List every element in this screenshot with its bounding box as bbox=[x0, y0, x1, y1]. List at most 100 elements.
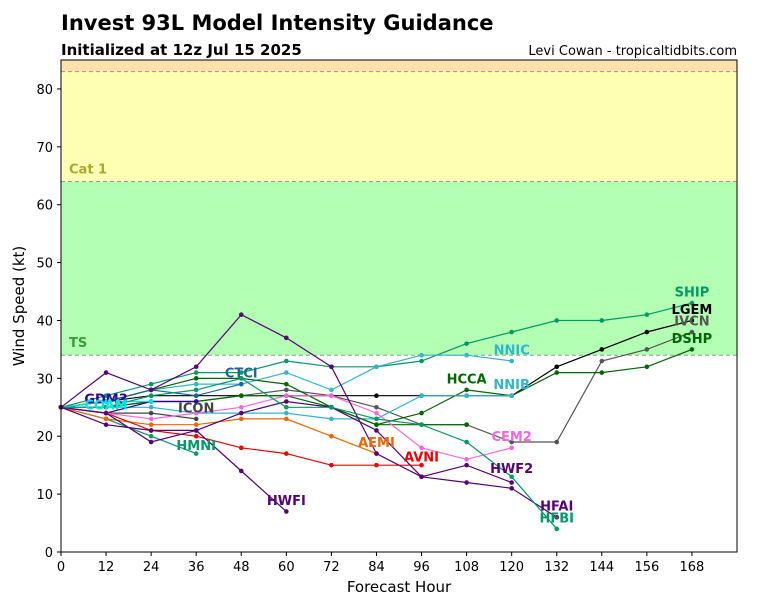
data-point bbox=[599, 318, 605, 323]
series-label-gdm3: GDM3 bbox=[84, 393, 127, 408]
series-label-hcca: HCCA bbox=[447, 372, 487, 387]
data-point bbox=[148, 404, 154, 410]
series-hfbi bbox=[58, 376, 560, 532]
data-point bbox=[554, 514, 560, 520]
x-tick-label: 132 bbox=[544, 560, 569, 575]
data-point bbox=[284, 335, 289, 341]
data-point bbox=[419, 393, 424, 399]
x-tick-label: 60 bbox=[278, 560, 295, 575]
data-point bbox=[103, 404, 109, 410]
data-point bbox=[464, 387, 469, 393]
band-label: TS bbox=[69, 336, 87, 351]
data-point bbox=[554, 439, 560, 445]
chart-subtitle: Initialized at 12z Jul 15 2025 bbox=[61, 41, 302, 59]
data-point bbox=[509, 445, 514, 451]
series-line-hfai bbox=[60, 313, 558, 518]
series-label-hwf2: HWF2 bbox=[490, 462, 533, 477]
chart-credit: Levi Cowan - tropicaltidbits.com bbox=[528, 44, 737, 59]
data-point bbox=[238, 376, 244, 381]
data-point bbox=[148, 428, 154, 433]
x-tick-label: 24 bbox=[143, 560, 160, 575]
data-point bbox=[329, 404, 334, 410]
series-line-hfbi bbox=[61, 377, 558, 530]
data-point bbox=[238, 445, 244, 451]
band-major bbox=[61, 60, 737, 72]
x-tick-label: 36 bbox=[188, 560, 205, 575]
series-label-hwfi: HWFI bbox=[267, 494, 306, 509]
series-label-hfbi: HFBI bbox=[539, 511, 574, 526]
data-point bbox=[238, 312, 244, 317]
data-point bbox=[554, 364, 560, 370]
data-point bbox=[554, 370, 560, 375]
series-label-aemi: AEMI bbox=[358, 436, 395, 451]
data-point bbox=[193, 387, 199, 393]
data-point bbox=[193, 433, 199, 439]
x-tick-label: 72 bbox=[323, 560, 340, 575]
x-tick-label: 12 bbox=[98, 560, 115, 575]
axes: 0 12 24 36 48 60 72 84 96 108 120 132 144 156 168 0 10 20… bbox=[36, 59, 738, 575]
x-tick-label: 120 bbox=[499, 560, 524, 575]
data-point bbox=[193, 364, 199, 370]
series-label-dshp: DSHP bbox=[672, 332, 713, 347]
data-point bbox=[464, 352, 469, 358]
data-point bbox=[284, 410, 289, 416]
plot-frame bbox=[60, 59, 738, 553]
data-point bbox=[103, 399, 109, 404]
data-point bbox=[148, 381, 154, 387]
data-point bbox=[554, 318, 560, 323]
data-point bbox=[284, 399, 289, 404]
data-point bbox=[509, 480, 514, 485]
x-tick-label: 144 bbox=[589, 560, 614, 575]
data-point bbox=[419, 422, 424, 427]
data-point bbox=[509, 393, 514, 399]
data-point bbox=[599, 358, 605, 364]
data-point bbox=[419, 462, 424, 468]
band-cat-1 bbox=[61, 71, 737, 182]
data-point bbox=[689, 329, 695, 335]
data-point bbox=[148, 433, 154, 439]
data-point bbox=[599, 347, 605, 352]
data-point bbox=[284, 451, 289, 456]
data-point bbox=[329, 433, 334, 439]
data-point bbox=[284, 387, 289, 393]
data-point bbox=[148, 387, 154, 393]
y-tick-label: 70 bbox=[36, 141, 53, 156]
data-point bbox=[509, 358, 514, 364]
data-point bbox=[509, 439, 514, 445]
data-point bbox=[329, 416, 334, 422]
x-tick-label: 168 bbox=[680, 560, 705, 575]
y-axis-label: Wind Speed (kt) bbox=[10, 246, 28, 367]
data-point bbox=[193, 416, 199, 422]
series-label-coam: COAM bbox=[84, 398, 127, 413]
data-point bbox=[599, 370, 605, 375]
data-point bbox=[284, 358, 289, 364]
y-tick-label: 30 bbox=[36, 372, 53, 387]
data-point bbox=[374, 428, 379, 433]
data-point bbox=[464, 422, 469, 427]
y-tick-label: 80 bbox=[36, 83, 53, 98]
data-point bbox=[284, 381, 289, 387]
data-point bbox=[103, 410, 109, 416]
series-label-hfai: HFAI bbox=[540, 500, 573, 515]
series-label-hmni: HMNI bbox=[176, 439, 216, 454]
data-point bbox=[238, 416, 244, 422]
intensity-bands: TS Cat 1 bbox=[61, 60, 737, 356]
data-point bbox=[554, 526, 560, 532]
data-point bbox=[329, 387, 334, 393]
series-label-ctci: CTCI bbox=[225, 367, 258, 382]
data-point bbox=[284, 370, 289, 375]
y-tick-label: 20 bbox=[36, 430, 53, 445]
series-lines bbox=[58, 300, 695, 532]
data-point bbox=[419, 358, 424, 364]
data-point bbox=[193, 428, 199, 433]
x-tick-label: 108 bbox=[454, 560, 479, 575]
series-label-ivcn: IVCN bbox=[674, 314, 709, 329]
x-axis-label: Forecast Hour bbox=[347, 578, 452, 596]
data-point bbox=[148, 422, 154, 427]
series-label-lgem: LGEM bbox=[672, 303, 713, 318]
series-label-nnic: NNIC bbox=[494, 343, 530, 358]
x-tick-label: 156 bbox=[634, 560, 659, 575]
band-ts bbox=[61, 181, 737, 356]
data-point bbox=[284, 404, 289, 410]
y-tick-label: 40 bbox=[36, 314, 53, 329]
